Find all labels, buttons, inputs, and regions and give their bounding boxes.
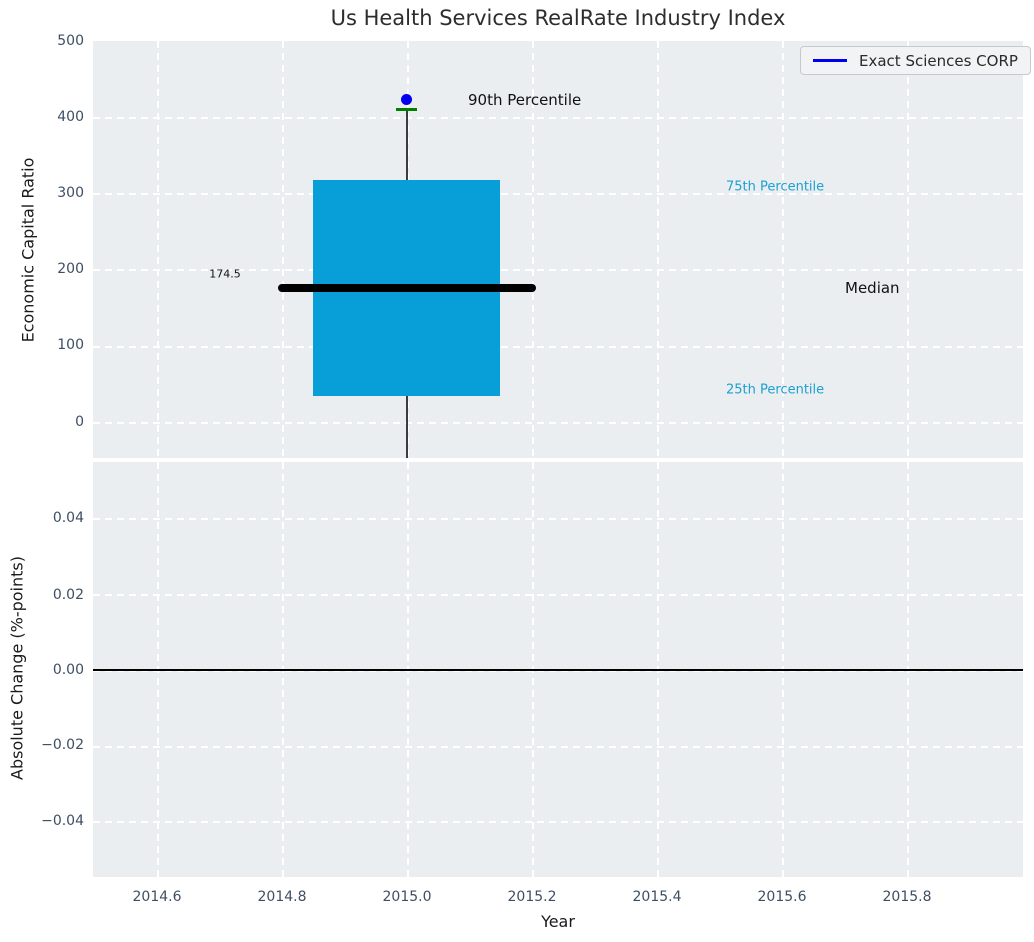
gridline-v-2015-4 — [657, 41, 659, 458]
y-axis-label-bottom: Absolute Change (%-points) — [7, 556, 27, 780]
top-panel: 90th Percentile 75th Percentile Median 2… — [93, 41, 1031, 458]
xtick: 2015.4 — [632, 889, 682, 905]
annotation-median: Median — [845, 279, 900, 297]
zero-reference-line — [93, 669, 1023, 671]
annotation-median-value: 174.5 — [209, 267, 241, 281]
ytick-top: 200 — [57, 261, 84, 277]
gridline-v-2015-8 — [907, 41, 909, 458]
legend: Exact Sciences CORP — [800, 46, 1031, 75]
gridline-h-neg002 — [93, 746, 1023, 748]
xtick: 2015.0 — [382, 889, 432, 905]
ytick-top: 100 — [57, 337, 84, 353]
gridline-h-0 — [93, 422, 1023, 424]
gridline-h-004 — [93, 518, 1023, 520]
y-axis-label-top: Economic Capital Ratio — [18, 157, 38, 343]
xtick: 2015.8 — [882, 889, 932, 905]
annotation-75th-percentile: 75th Percentile — [726, 179, 825, 195]
chart-title: Us Health Services RealRate Industry Ind… — [330, 6, 786, 30]
ytick-top: 400 — [57, 109, 84, 125]
ytick-bottom: −0.02 — [41, 737, 84, 753]
gridline-h-400 — [93, 117, 1023, 119]
gridline-v-2015-6 — [782, 41, 784, 458]
legend-line-icon — [813, 59, 847, 62]
xtick: 2015.6 — [757, 889, 807, 905]
gridline-v-2014-6 — [157, 41, 159, 458]
ytick-bottom: 0.04 — [52, 510, 84, 526]
gridline-h-200 — [93, 269, 1023, 271]
gridline-h-002 — [93, 594, 1023, 596]
gridline-h-000 — [93, 670, 1023, 672]
ytick-bottom: −0.04 — [41, 813, 84, 829]
median-line — [278, 284, 536, 292]
gridline-v-2015-2 — [532, 41, 534, 458]
annotation-90th-percentile: 90th Percentile — [468, 91, 582, 109]
xtick: 2014.6 — [132, 889, 182, 905]
gridline-v-2014-8 — [282, 41, 284, 458]
bottom-panel — [93, 462, 1023, 877]
p90-cap-line — [396, 108, 417, 111]
legend-series-label: Exact Sciences CORP — [859, 51, 1018, 70]
ytick-top: 300 — [57, 185, 84, 201]
ytick-top: 0 — [75, 414, 84, 430]
x-axis-label: Year — [541, 912, 575, 931]
gridline-h-neg004 — [93, 821, 1023, 823]
gridline-h-100 — [93, 346, 1023, 348]
annotation-25th-percentile: 25th Percentile — [726, 382, 825, 398]
series-marker-dot — [401, 94, 412, 105]
xtick: 2014.8 — [257, 889, 307, 905]
ytick-top: 500 — [57, 33, 84, 49]
xtick: 2015.2 — [507, 889, 557, 905]
gridline-h-300 — [93, 193, 1023, 195]
ytick-bottom: 0.02 — [52, 587, 84, 603]
ytick-bottom: 0.00 — [52, 662, 84, 678]
